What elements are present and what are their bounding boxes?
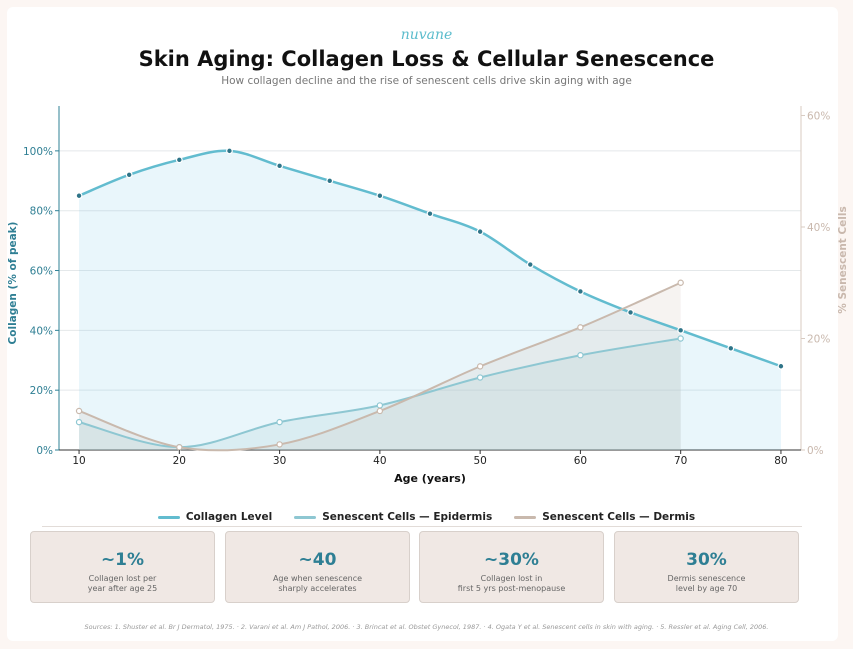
- chart-legend: Collagen Level Senescent Cells — Epiderm…: [0, 511, 853, 523]
- x-tick-label: 70: [674, 455, 687, 467]
- point-epidermis: [75, 418, 83, 426]
- point-epidermis: [577, 352, 584, 359]
- legend-swatch-collagen: [157, 515, 180, 519]
- legend-item-collagen[interactable]: Collagen Level: [157, 511, 273, 523]
- point-dermis: [677, 279, 684, 286]
- stat-card: ~1% Collagen lost per year after age 25: [30, 531, 215, 603]
- legend-swatch-dermis: [514, 515, 537, 519]
- stat-card: ~40 Age when senescence sharply accelera…: [225, 531, 410, 603]
- point-dermis: [176, 444, 183, 451]
- legend-label-epidermis: Senescent Cells — Epidermis: [322, 511, 493, 523]
- stat-label: Age when senescence sharply accelerates: [272, 574, 363, 593]
- point-epidermis: [476, 374, 484, 381]
- sources-footnote: Sources: 1. Shuster et al. Br J Dermatol…: [84, 623, 769, 631]
- point-collagen: [426, 210, 434, 218]
- point-dermis: [276, 441, 283, 448]
- y-left-tick-label: 100%: [23, 146, 53, 158]
- y-right-tick-label: 0%: [807, 445, 824, 457]
- point-collagen: [476, 228, 484, 236]
- x-axis-label: Age (years): [394, 472, 466, 485]
- x-tick-label: 30: [273, 455, 286, 467]
- brand-logo-text: nuvane: [400, 27, 453, 43]
- y-right-tick-label: 60%: [807, 110, 830, 122]
- y-axis-label-right: % Senescent Cells: [837, 206, 849, 313]
- chart-subtitle: How collagen decline and the rise of sen…: [221, 75, 632, 87]
- point-collagen: [276, 162, 283, 170]
- point-dermis: [577, 324, 584, 331]
- y-right-tick-label: 40%: [807, 222, 830, 234]
- point-epidermis: [376, 402, 384, 409]
- chart-svg: 10 20 30 40 50 60 70 80 0% 20% 40% 60% 80% 100% 0% 20% 4…: [7, 106, 849, 485]
- y-left-tick-label: 20%: [30, 385, 53, 397]
- point-epidermis: [677, 335, 684, 342]
- point-collagen: [577, 288, 584, 295]
- area-dermis: [79, 282, 681, 451]
- point-dermis: [376, 407, 384, 415]
- chart-title: Skin Aging: Collagen Loss & Cellular Sen…: [138, 47, 715, 71]
- y-left-tick-label: 60%: [30, 266, 53, 278]
- point-dermis: [75, 407, 83, 415]
- x-tick-label: 10: [72, 455, 85, 467]
- point-collagen: [326, 177, 334, 185]
- legend-swatch-epidermis: [294, 515, 317, 519]
- y-axis-label-left: Collagen (% of peak): [7, 222, 19, 345]
- point-collagen: [526, 261, 534, 268]
- stat-label: Collagen lost in first 5 yrs post-menopa…: [457, 574, 566, 593]
- point-collagen: [677, 326, 685, 334]
- x-tick-label: 40: [373, 455, 386, 467]
- y-left-tick-label: 80%: [30, 206, 53, 218]
- point-collagen: [777, 362, 785, 370]
- point-collagen: [226, 147, 233, 155]
- stat-label: Collagen lost per year after age 25: [87, 574, 158, 593]
- point-collagen: [727, 344, 735, 352]
- legend-item-epidermis[interactable]: Senescent Cells — Epidermis: [294, 511, 492, 523]
- legend-label-collagen: Collagen Level: [185, 511, 273, 523]
- stat-value: 30%: [686, 550, 727, 570]
- x-tick-label: 20: [173, 455, 186, 467]
- stat-label: Dermis senescence level by age 70: [667, 574, 746, 593]
- point-collagen: [125, 171, 133, 179]
- stat-card: 30% Dermis senescence level by age 70: [614, 531, 799, 603]
- x-tick-label: 50: [473, 455, 486, 467]
- x-tick-label: 80: [774, 455, 787, 467]
- stat-value: ~1%: [100, 550, 145, 570]
- legend-label-dermis: Senescent Cells — Dermis: [542, 511, 696, 523]
- legend-divider: [42, 526, 802, 527]
- y-left-tick-label: 0%: [36, 445, 53, 457]
- point-epidermis: [276, 418, 283, 426]
- area-collagen: [79, 150, 781, 450]
- legend-item-dermis[interactable]: Senescent Cells — Dermis: [514, 511, 695, 523]
- y-left-tick-label: 40%: [30, 325, 53, 337]
- point-dermis: [476, 363, 484, 370]
- stat-value: ~40: [298, 550, 337, 570]
- stat-value: ~30%: [484, 550, 539, 570]
- point-collagen: [627, 309, 634, 316]
- point-collagen: [75, 192, 83, 200]
- y-right-tick-label: 20%: [807, 333, 830, 345]
- stat-card: ~30% Collagen lost in first 5 yrs post-m…: [419, 531, 604, 603]
- point-collagen: [175, 156, 183, 164]
- x-tick-label: 60: [574, 455, 587, 467]
- point-collagen: [376, 192, 384, 200]
